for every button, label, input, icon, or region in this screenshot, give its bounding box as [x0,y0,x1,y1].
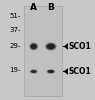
Ellipse shape [30,69,38,74]
Ellipse shape [47,44,55,49]
Ellipse shape [29,43,38,50]
Ellipse shape [47,44,54,49]
Ellipse shape [31,45,36,48]
Ellipse shape [47,44,55,49]
Ellipse shape [47,69,55,74]
Polygon shape [64,68,68,75]
Ellipse shape [31,44,37,49]
Ellipse shape [48,71,54,72]
FancyBboxPatch shape [24,6,62,96]
Ellipse shape [30,70,37,73]
Text: A: A [30,3,37,12]
Ellipse shape [31,70,37,73]
Ellipse shape [30,69,38,74]
Ellipse shape [48,70,54,73]
Ellipse shape [31,70,36,73]
Text: 37-: 37- [9,28,21,34]
Ellipse shape [30,44,37,49]
Ellipse shape [46,43,56,50]
Text: SCO1: SCO1 [69,42,92,51]
Ellipse shape [48,70,53,72]
Ellipse shape [30,70,37,74]
Ellipse shape [46,43,56,50]
Ellipse shape [31,44,36,49]
Ellipse shape [48,70,54,73]
Text: 19-: 19- [9,68,21,74]
Ellipse shape [47,45,55,48]
Ellipse shape [31,70,36,73]
Ellipse shape [30,43,38,50]
Ellipse shape [31,70,37,73]
Ellipse shape [30,44,37,50]
Ellipse shape [45,42,57,51]
Ellipse shape [47,70,55,73]
Text: 29-: 29- [10,44,21,50]
Ellipse shape [32,70,36,72]
Text: B: B [47,3,54,12]
Ellipse shape [46,69,55,74]
Ellipse shape [31,71,36,72]
Polygon shape [64,43,68,50]
Text: SCO1: SCO1 [69,67,92,76]
Ellipse shape [30,43,38,50]
Ellipse shape [47,70,55,74]
Text: 51-: 51- [10,14,21,20]
Ellipse shape [46,44,55,50]
Ellipse shape [29,42,38,51]
Ellipse shape [31,45,37,48]
Ellipse shape [48,70,53,73]
Ellipse shape [45,43,56,50]
Ellipse shape [48,45,54,48]
Ellipse shape [47,70,54,73]
